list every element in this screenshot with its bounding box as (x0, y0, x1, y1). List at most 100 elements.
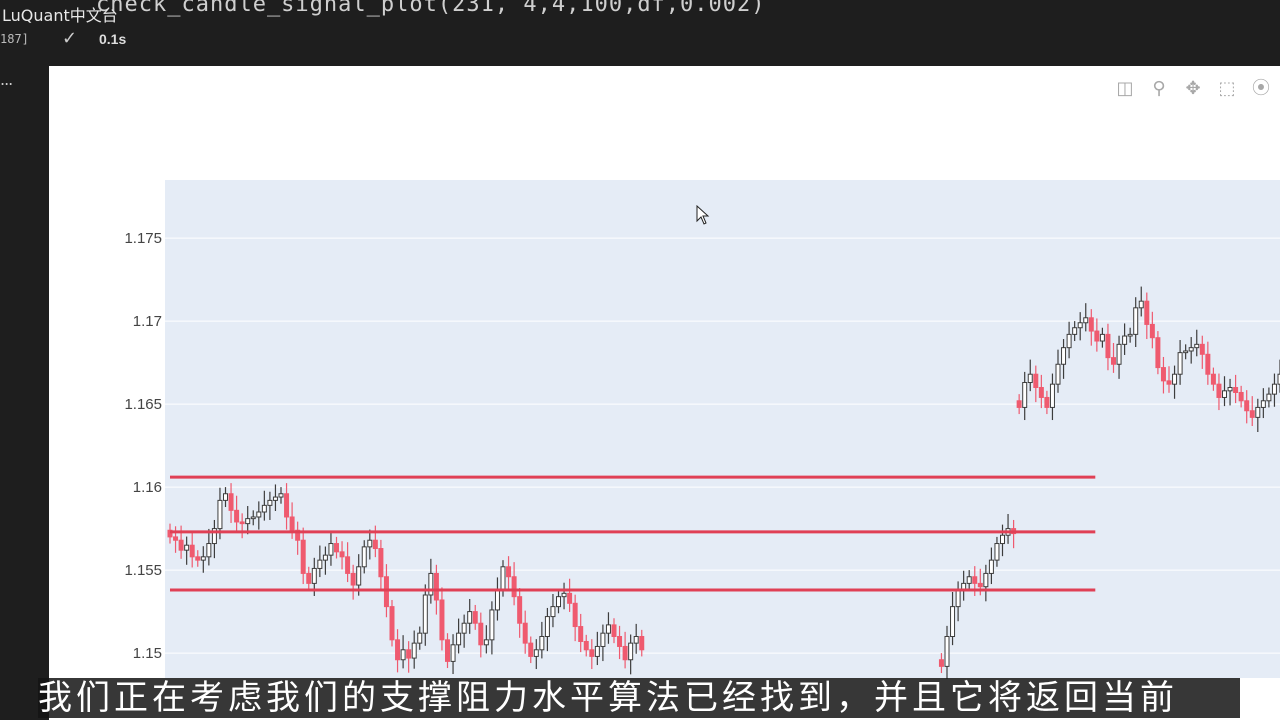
candle-body (1022, 382, 1028, 408)
candle-body (200, 556, 206, 561)
candle-body (389, 606, 395, 641)
candle-body (1194, 343, 1200, 349)
candle-body (1094, 330, 1100, 342)
candle-body (211, 528, 217, 545)
check-icon: ✓ (62, 28, 78, 49)
candle-body (350, 572, 356, 586)
candle-body (955, 589, 961, 608)
candles (167, 286, 1280, 679)
candle-body (261, 504, 267, 513)
y-tick-label: 1.155 (124, 562, 162, 579)
candle-body (178, 539, 184, 551)
candle-body (633, 636, 639, 644)
candle-body (1216, 383, 1222, 398)
candle-body (572, 602, 578, 628)
candle-body (1266, 393, 1272, 402)
lasso-icon[interactable]: ⦿ (1252, 78, 1270, 99)
candle-body (1244, 400, 1250, 412)
candle-body (250, 516, 256, 520)
candle-body (1116, 343, 1122, 365)
candle-body (195, 556, 201, 561)
candle-body (1166, 380, 1172, 385)
candle-body (306, 572, 312, 584)
candle-body (983, 572, 989, 588)
candle-body (395, 639, 401, 661)
plot-background (165, 180, 1280, 678)
candle-body (583, 640, 589, 651)
candle-body (950, 606, 956, 637)
code-line[interactable]: check_candle_signal_plot(231, 4,4,100,df… (96, 0, 766, 17)
candle-body (567, 592, 573, 604)
candle-body (1016, 400, 1022, 408)
candle-body (328, 543, 334, 556)
candle-body (977, 582, 983, 588)
candle-body (422, 594, 428, 634)
candle-body (345, 556, 351, 574)
candle-body (1088, 317, 1094, 332)
candle-body (1127, 333, 1133, 337)
candle-body (339, 551, 345, 558)
candle-body (622, 645, 628, 661)
candle-body (173, 536, 179, 541)
candle-body (533, 649, 539, 657)
candle-body (378, 548, 384, 578)
candle-body (1233, 387, 1239, 393)
y-tick-label: 1.17 (133, 313, 162, 330)
candle-body (445, 639, 450, 662)
cell-header: check_candle_signal_plot(231, 4,4,100,df… (0, 0, 1280, 89)
candle-body (972, 576, 978, 584)
candle-body (206, 543, 212, 558)
candle-body (1149, 323, 1155, 339)
candle-body (605, 624, 611, 634)
candle-body (1271, 383, 1277, 395)
candle-body (528, 642, 534, 657)
candle-body (561, 592, 567, 598)
candle-body (1210, 373, 1216, 385)
candle-body (1205, 353, 1211, 375)
candle-body (1133, 307, 1139, 335)
candle-body (284, 493, 290, 518)
candle-body (311, 567, 317, 584)
candle-body (1227, 387, 1233, 392)
candle-body (966, 576, 972, 584)
candle-body (234, 509, 240, 523)
candle-body (167, 529, 173, 538)
candle-body (1122, 335, 1128, 345)
candle-body (428, 572, 434, 596)
candle-body (1083, 317, 1089, 324)
candle-body (228, 493, 234, 511)
candle-body (988, 559, 994, 574)
candle-body (467, 611, 473, 624)
candle-body (456, 632, 462, 646)
y-axis-ticks: 1.175 1.17 1.165 1.16 1.155 1.15 (124, 230, 162, 662)
candle-body (589, 649, 595, 657)
execution-count: 187] (0, 32, 29, 46)
pan-icon[interactable]: ✥ (1185, 78, 1201, 99)
candle-body (1160, 367, 1166, 382)
candle-body (217, 499, 223, 530)
candle-body (1044, 396, 1050, 408)
candle-body (1222, 390, 1227, 398)
candle-body (1055, 363, 1061, 385)
candle-body (1249, 410, 1255, 418)
candle-body (439, 599, 445, 641)
candle-body (1027, 373, 1033, 384)
zoom-icon[interactable]: ⚲ (1152, 78, 1166, 99)
candle-body (223, 493, 228, 501)
candle-body (450, 644, 456, 662)
candle-body (184, 544, 190, 551)
candle-body (317, 559, 323, 569)
camera-icon[interactable]: ◫ (1116, 78, 1134, 99)
candle-body (278, 493, 284, 498)
candle-body (1061, 347, 1067, 365)
y-tick-label: 1.15 (133, 645, 162, 662)
candle-body (289, 516, 295, 531)
candle-body (522, 622, 528, 644)
candle-body (550, 606, 556, 618)
candle-body (1072, 327, 1078, 335)
candle-body (1138, 300, 1144, 309)
box-select-icon[interactable]: ⬚ (1218, 78, 1236, 99)
output-menu-dots[interactable]: ... (0, 70, 13, 89)
support-resistance-levels (170, 475, 1096, 592)
